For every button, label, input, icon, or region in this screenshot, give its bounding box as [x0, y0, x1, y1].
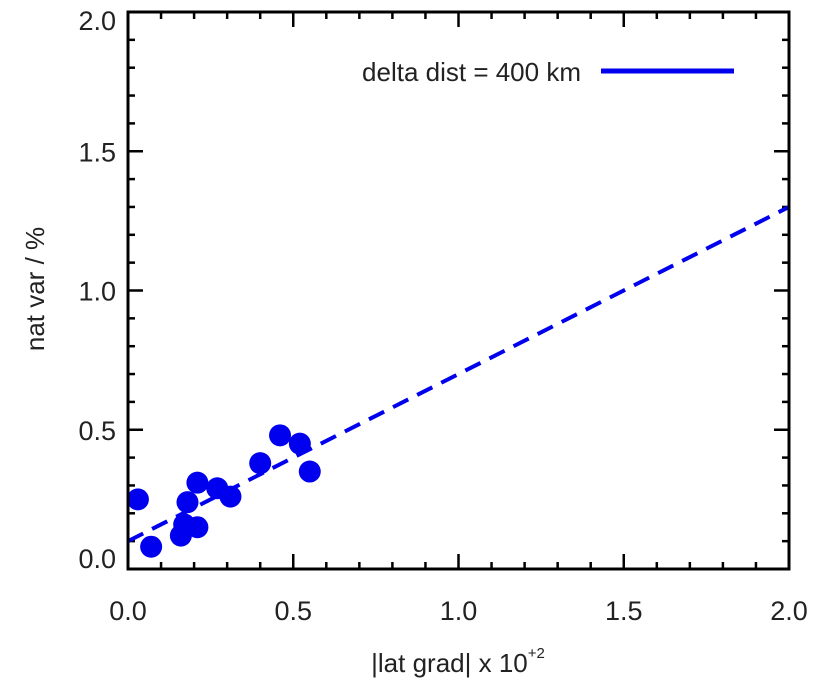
- data-point: [219, 485, 242, 508]
- data-point: [126, 488, 149, 511]
- x-tick-label: 0.0: [109, 596, 147, 626]
- data-point: [140, 535, 163, 558]
- x-axis-title-exponent: +2: [528, 645, 545, 662]
- y-tick-label: 1.5: [78, 137, 116, 167]
- y-tick-label: 0.0: [78, 544, 116, 574]
- data-point: [186, 516, 209, 539]
- legend-label: delta dist = 400 km: [362, 57, 581, 87]
- legend: delta dist = 400 km: [362, 57, 734, 87]
- data-point: [249, 452, 272, 475]
- data-point: [269, 424, 292, 447]
- data-point: [186, 471, 209, 494]
- x-tick-label: 1.5: [605, 596, 643, 626]
- fit-line-group: [127, 205, 790, 543]
- y-tick-label: 2.0: [78, 6, 116, 36]
- fit-line: [127, 205, 790, 543]
- data-point: [288, 432, 311, 455]
- y-tick-label: 1.0: [78, 277, 116, 307]
- x-tick-label: 1.0: [440, 596, 478, 626]
- x-axis-title-base: |lat grad| x 10: [371, 648, 528, 678]
- plot-frame: [126, 10, 791, 571]
- x-tick-label: 0.5: [274, 596, 312, 626]
- y-tick-label: 0.5: [78, 416, 116, 446]
- y-tick-labels: 0.0 0.5 1.0 1.5 2.0: [78, 6, 116, 574]
- data-points: [126, 424, 321, 558]
- data-point: [298, 460, 321, 483]
- x-tick-label: 2.0: [770, 596, 808, 626]
- x-tick-labels: 0.0 0.5 1.0 1.5 2.0: [109, 596, 808, 626]
- y-axis-title: nat var / %: [20, 227, 50, 351]
- x-axis-title: |lat grad| x 10+2: [371, 645, 545, 678]
- data-point: [176, 491, 199, 514]
